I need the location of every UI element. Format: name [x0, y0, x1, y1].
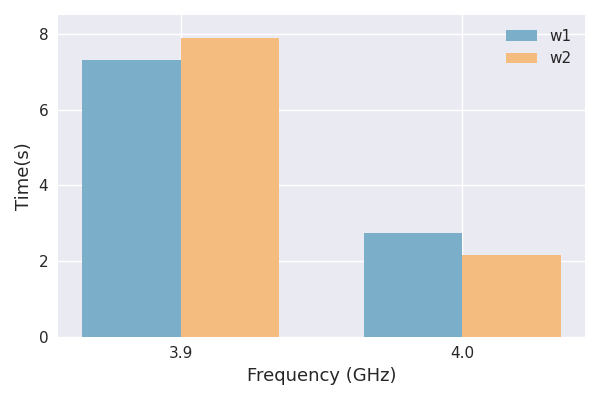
X-axis label: Frequency (GHz): Frequency (GHz)	[247, 367, 396, 385]
Y-axis label: Time(s): Time(s)	[15, 142, 33, 210]
Bar	[181, 38, 279, 337]
Bar	[463, 255, 561, 337]
Legend: w1, w2: w1, w2	[500, 23, 577, 72]
Bar	[82, 60, 181, 337]
Bar	[364, 233, 463, 337]
